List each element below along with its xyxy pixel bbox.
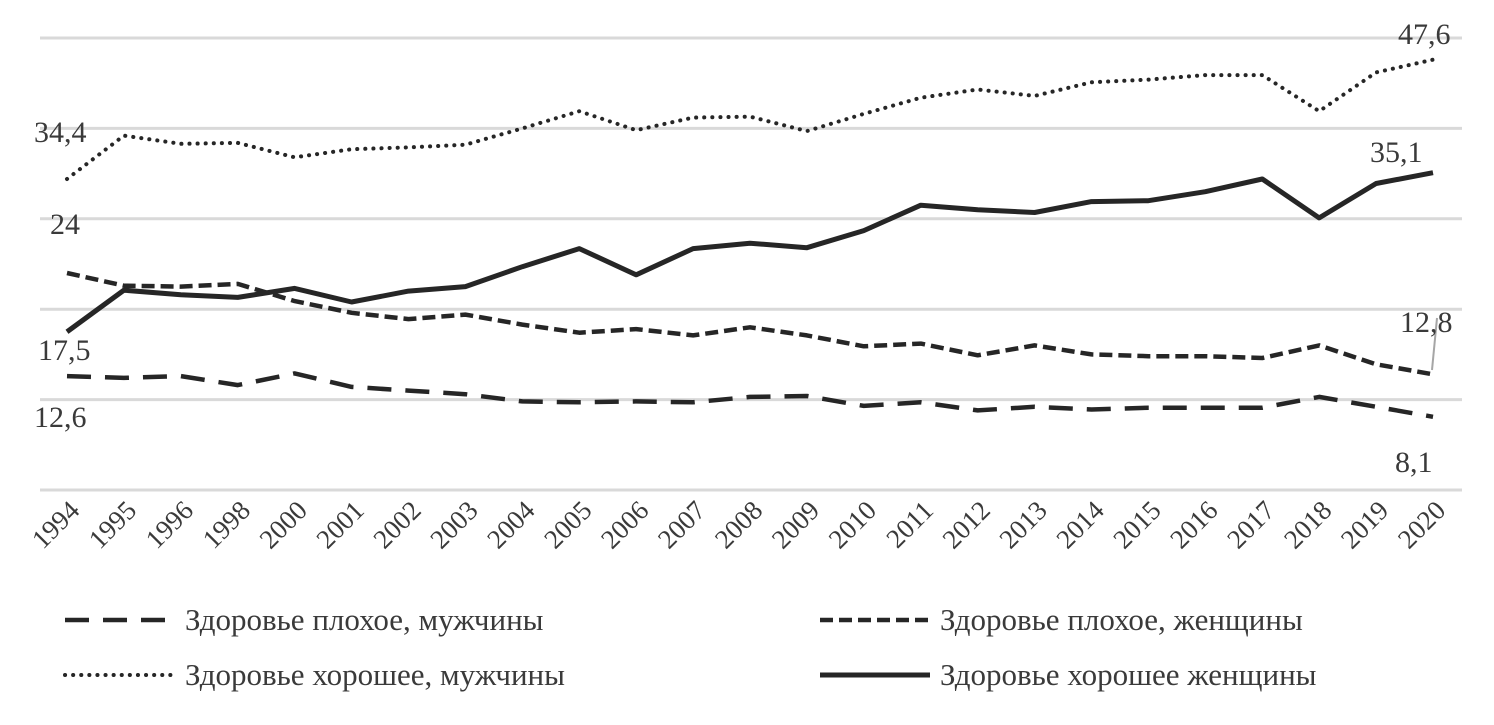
legend-label: Здоровье хорошее, мужчины <box>185 657 565 692</box>
label-men-poor-last: 8,1 <box>1395 446 1433 479</box>
x-tick-label: 2003 <box>424 495 483 554</box>
x-tick-label: 2013 <box>993 495 1052 554</box>
x-tick-label: 2011 <box>880 495 939 554</box>
x-tick-label: 2020 <box>1392 495 1451 554</box>
x-tick-label: 2017 <box>1221 495 1280 554</box>
series-lines <box>65 57 1435 420</box>
label-men-poor-first: 12,6 <box>34 401 87 434</box>
series-line-2 <box>65 57 1435 181</box>
gridlines <box>40 36 1462 492</box>
x-tick-label: 2004 <box>481 495 541 555</box>
leader-line <box>1431 317 1438 371</box>
x-tick-label: 2014 <box>1050 495 1110 555</box>
x-tick-label: 2001 <box>310 495 369 554</box>
legend-label: Здоровье плохое, женщины <box>940 602 1303 637</box>
x-tick-label: 1996 <box>140 495 199 554</box>
legend: Здоровье плохое, мужчины Здоровье плохое,… <box>63 602 1317 692</box>
x-tick-label: 2010 <box>823 495 882 554</box>
x-tick-label: 2006 <box>595 495 654 554</box>
x-tick-label: 2000 <box>254 495 313 554</box>
series-line-3 <box>65 170 1434 334</box>
label-women-good-last: 35,1 <box>1370 136 1423 169</box>
legend-label: Здоровье плохое, мужчины <box>185 602 544 637</box>
x-tick-label: 1998 <box>197 495 256 554</box>
legend-label: Здоровье хорошее женщины <box>940 657 1317 692</box>
x-tick-label: 2019 <box>1335 495 1394 554</box>
x-tick-label: 2009 <box>766 495 825 554</box>
x-tick-label: 2015 <box>1107 495 1166 554</box>
x-tick-label: 2008 <box>709 495 768 554</box>
x-tick-label: 2018 <box>1278 495 1337 554</box>
label-women-poor-first: 24 <box>50 208 80 241</box>
label-women-poor-last: 12,8 <box>1400 306 1453 339</box>
x-tick-label: 2005 <box>538 495 597 554</box>
data-labels: 34,4 24 17,5 12,6 47,6 35,1 12,8 8,1 <box>34 18 1453 479</box>
label-men-good-first: 34,4 <box>34 116 87 149</box>
x-tick-label: 2016 <box>1164 495 1223 554</box>
x-tick-label: 1994 <box>26 495 86 555</box>
x-tick-label: 2007 <box>652 495 711 554</box>
x-tick-label: 2012 <box>937 495 996 554</box>
x-tick-label: 1995 <box>83 495 142 554</box>
series-line-0 <box>66 371 1434 420</box>
label-women-good-first: 17,5 <box>38 334 91 367</box>
x-axis-ticks: 1994199519961998200020012002200320042005… <box>26 495 1451 555</box>
x-tick-label: 2002 <box>367 495 426 554</box>
label-men-good-last: 47,6 <box>1398 18 1451 51</box>
series-line-1 <box>66 270 1434 377</box>
